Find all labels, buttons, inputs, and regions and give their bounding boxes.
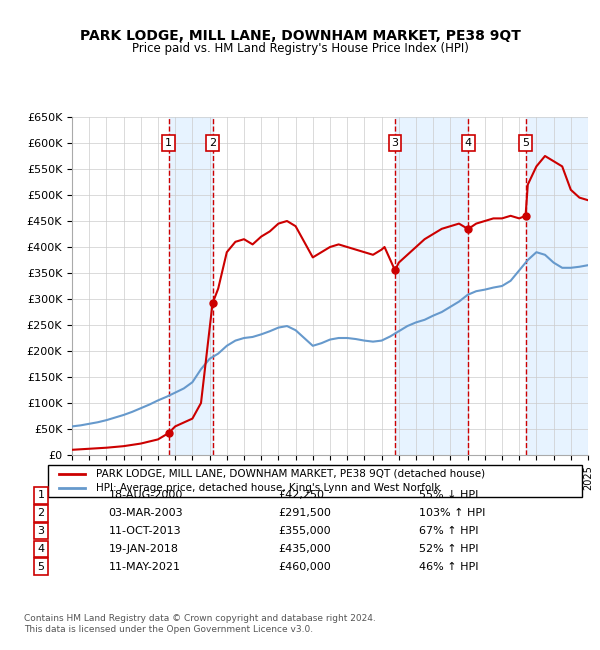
Text: 55% ↓ HPI: 55% ↓ HPI <box>419 490 478 501</box>
Text: 11-OCT-2013: 11-OCT-2013 <box>109 526 181 536</box>
Text: Contains HM Land Registry data © Crown copyright and database right 2024.
This d: Contains HM Land Registry data © Crown c… <box>24 614 376 634</box>
Text: 5: 5 <box>522 138 529 148</box>
Text: £460,000: £460,000 <box>278 562 331 572</box>
Text: 4: 4 <box>465 138 472 148</box>
Text: 1: 1 <box>165 138 172 148</box>
Text: £291,500: £291,500 <box>278 508 331 518</box>
Text: 103% ↑ HPI: 103% ↑ HPI <box>419 508 485 518</box>
Text: 4: 4 <box>37 544 44 554</box>
Bar <box>526 117 588 455</box>
Text: 5: 5 <box>37 562 44 572</box>
Text: Price paid vs. HM Land Registry's House Price Index (HPI): Price paid vs. HM Land Registry's House … <box>131 42 469 55</box>
Text: HPI: Average price, detached house, King's Lynn and West Norfolk: HPI: Average price, detached house, King… <box>96 483 440 493</box>
Text: 11-MAY-2021: 11-MAY-2021 <box>109 562 181 572</box>
Text: £435,000: £435,000 <box>278 544 331 554</box>
Bar <box>395 117 469 455</box>
Text: PARK LODGE, MILL LANE, DOWNHAM MARKET, PE38 9QT: PARK LODGE, MILL LANE, DOWNHAM MARKET, P… <box>80 29 520 44</box>
Text: 3: 3 <box>392 138 398 148</box>
Text: 3: 3 <box>37 526 44 536</box>
Text: 67% ↑ HPI: 67% ↑ HPI <box>419 526 478 536</box>
Text: 2: 2 <box>37 508 44 518</box>
FancyBboxPatch shape <box>48 465 582 497</box>
Text: 19-JAN-2018: 19-JAN-2018 <box>109 544 179 554</box>
Text: 18-AUG-2000: 18-AUG-2000 <box>109 490 183 501</box>
Text: PARK LODGE, MILL LANE, DOWNHAM MARKET, PE38 9QT (detached house): PARK LODGE, MILL LANE, DOWNHAM MARKET, P… <box>96 469 485 479</box>
Bar <box>169 117 212 455</box>
Text: 1: 1 <box>37 490 44 501</box>
Text: £355,000: £355,000 <box>278 526 331 536</box>
Text: 2: 2 <box>209 138 216 148</box>
Text: 03-MAR-2003: 03-MAR-2003 <box>109 508 183 518</box>
Text: 52% ↑ HPI: 52% ↑ HPI <box>419 544 478 554</box>
Text: 46% ↑ HPI: 46% ↑ HPI <box>419 562 478 572</box>
Text: £42,250: £42,250 <box>278 490 324 501</box>
